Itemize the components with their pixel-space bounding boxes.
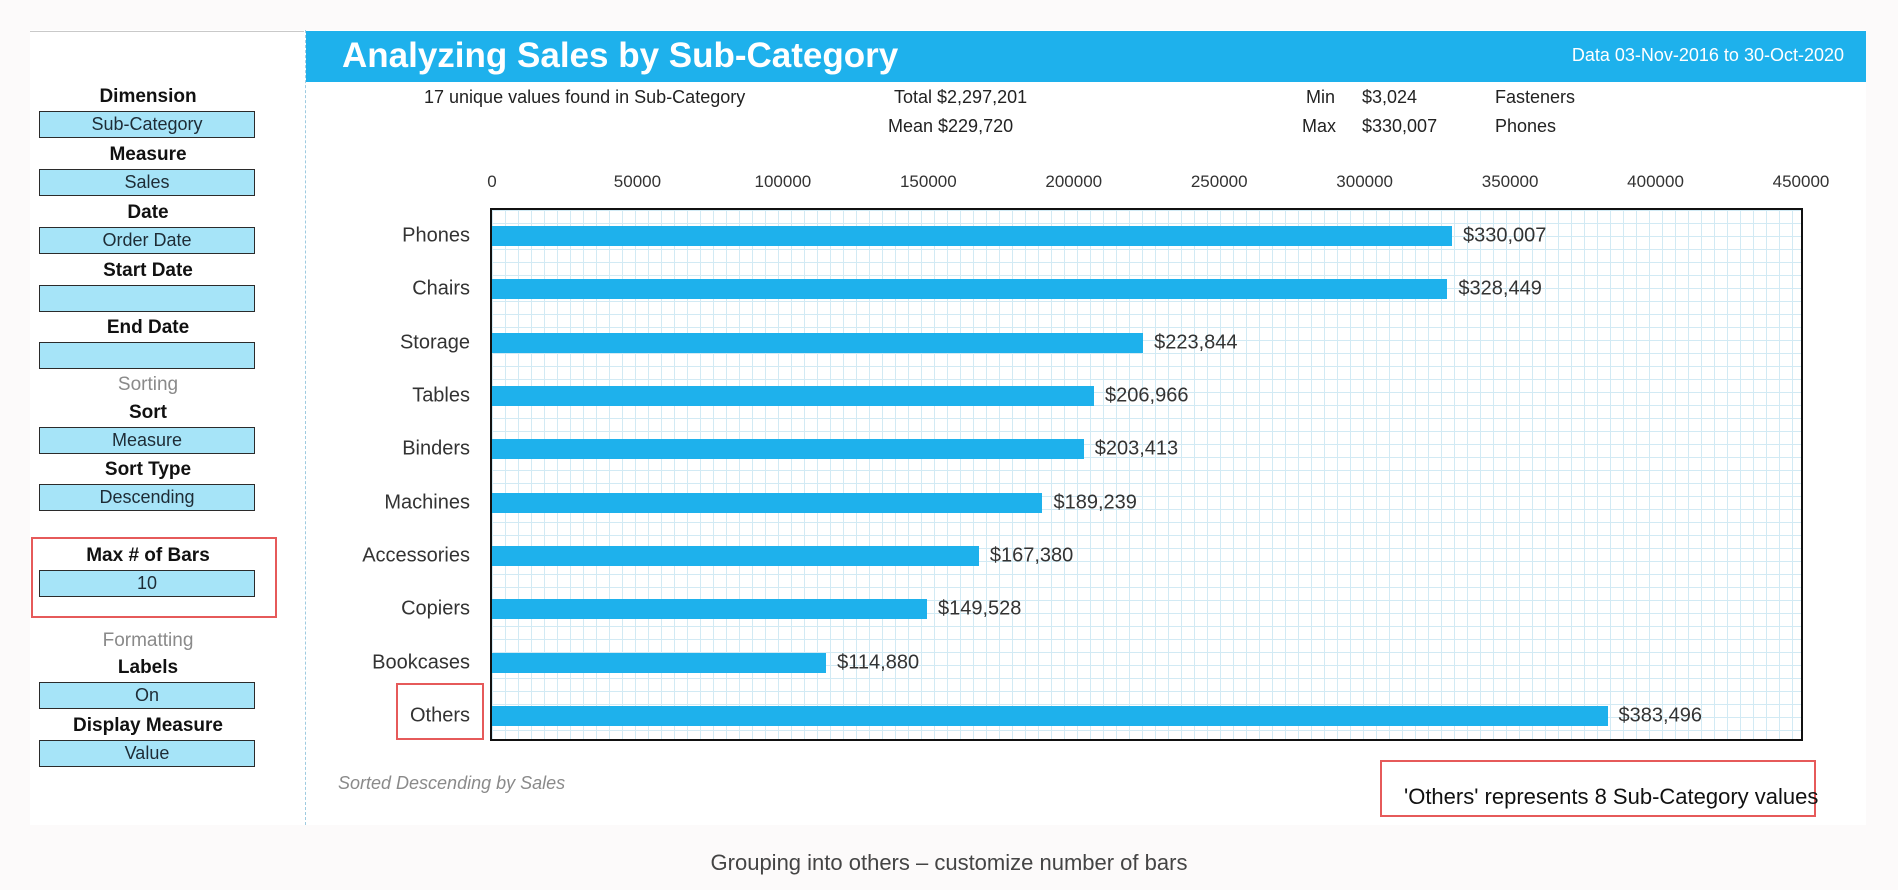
caption: Grouping into others – customize number … (710, 850, 1188, 875)
bar-value-label: $328,449 (1458, 277, 1542, 300)
x-tick-label: 200000 (1045, 172, 1103, 191)
bar-value-label: $223,844 (1154, 331, 1238, 354)
sort-field[interactable]: Measure (39, 427, 255, 454)
bar-value-label: $167,380 (989, 544, 1074, 567)
bar-value-label: $203,413 (1094, 437, 1179, 460)
date-field[interactable]: Order Date (39, 227, 255, 254)
mean-stat: Mean $229,720 (888, 116, 1014, 136)
max-value: $330,007 (1362, 116, 1438, 136)
others-note: 'Others' represents 8 Sub-Category value… (1404, 784, 1819, 809)
bar (492, 652, 827, 673)
unique-values-text: 17 unique values found in Sub-Category (424, 87, 746, 107)
category-label: Accessories (362, 544, 470, 567)
category-label: Copiers (401, 597, 470, 620)
sort-type-field[interactable]: Descending (39, 484, 255, 511)
display-measure-label: Display Measure (73, 715, 223, 736)
date-label: Date (127, 202, 169, 223)
x-tick-label: 0 (487, 172, 497, 191)
dimension-field[interactable]: Sub-Category (39, 111, 255, 138)
end-date-label: End Date (106, 317, 190, 338)
bar (492, 386, 1095, 406)
category-label: Phones (402, 224, 470, 247)
max-bars-field[interactable]: 10 (39, 570, 255, 597)
end-date-field[interactable] (39, 342, 255, 369)
max-category: Phones (1495, 116, 1557, 136)
max-bars-callout (31, 537, 277, 618)
sorting-heading: Sorting (117, 374, 179, 395)
panel-divider (305, 30, 306, 825)
start-date-field[interactable] (39, 285, 255, 312)
min-category: Fasteners (1495, 87, 1576, 107)
category-label: Others (409, 704, 470, 727)
labels-label: Labels (117, 657, 179, 678)
sort-footnote: Sorted Descending by Sales (338, 773, 566, 793)
min-value: $3,024 (1362, 87, 1418, 107)
max-label: Max (1302, 116, 1337, 136)
x-tick-label: 50000 (613, 172, 662, 191)
bar-value-label: $189,239 (1053, 491, 1137, 514)
start-date-label: Start Date (103, 260, 193, 281)
category-label: Storage (399, 331, 470, 354)
dimension-label: Dimension (99, 86, 197, 107)
date-range: Data 03-Nov-2016 to 30-Oct-2020 (1571, 45, 1844, 65)
bar-value-label: $383,496 (1618, 704, 1702, 727)
min-label: Min (1306, 87, 1336, 107)
x-tick-label: 450000 (1772, 172, 1830, 191)
category-label: Tables (412, 384, 470, 407)
max-bars-label: Max # of Bars (86, 545, 210, 566)
bar (492, 492, 1043, 513)
bar-value-label: $114,880 (837, 651, 920, 674)
category-label: Bookcases (372, 651, 470, 674)
sort-type-label: Sort Type (104, 459, 192, 480)
bar (492, 546, 979, 566)
bar (492, 332, 1144, 353)
total-stat: Total $2,297,201 (894, 87, 1028, 107)
x-tick-label: 400000 (1627, 172, 1684, 191)
bar-value-label: $149,528 (937, 597, 1022, 620)
bar (492, 439, 1084, 460)
labels-field[interactable]: On (39, 682, 255, 709)
category-label: Chairs (412, 277, 470, 300)
bar-value-label: $206,966 (1105, 384, 1189, 407)
sort-label: Sort (129, 402, 167, 423)
measure-label: Measure (109, 144, 187, 165)
chart-title: Analyzing Sales by Sub-Category (342, 36, 899, 75)
others-note-callout (1380, 760, 1816, 817)
title-banner: Analyzing Sales by Sub-Category Data 03-… (306, 31, 1866, 82)
x-tick-label: 100000 (754, 172, 812, 191)
x-tick-label: 350000 (1481, 172, 1539, 191)
bar-value-label: $330,007 (1462, 224, 1547, 247)
x-tick-label: 150000 (899, 172, 957, 191)
measure-field[interactable]: Sales (39, 169, 255, 196)
category-label: Binders (402, 437, 470, 460)
display-measure-field[interactable]: Value (39, 740, 255, 767)
x-tick-label: 300000 (1336, 172, 1394, 191)
x-tick-label: 250000 (1190, 172, 1248, 191)
bar (492, 279, 1448, 300)
bar (492, 226, 1452, 246)
others-callout (396, 683, 484, 740)
formatting-heading: Formatting (102, 630, 194, 651)
category-label: Machines (384, 491, 470, 514)
bar (492, 706, 1608, 726)
bar (492, 599, 927, 620)
sheet-top-border (30, 31, 304, 32)
